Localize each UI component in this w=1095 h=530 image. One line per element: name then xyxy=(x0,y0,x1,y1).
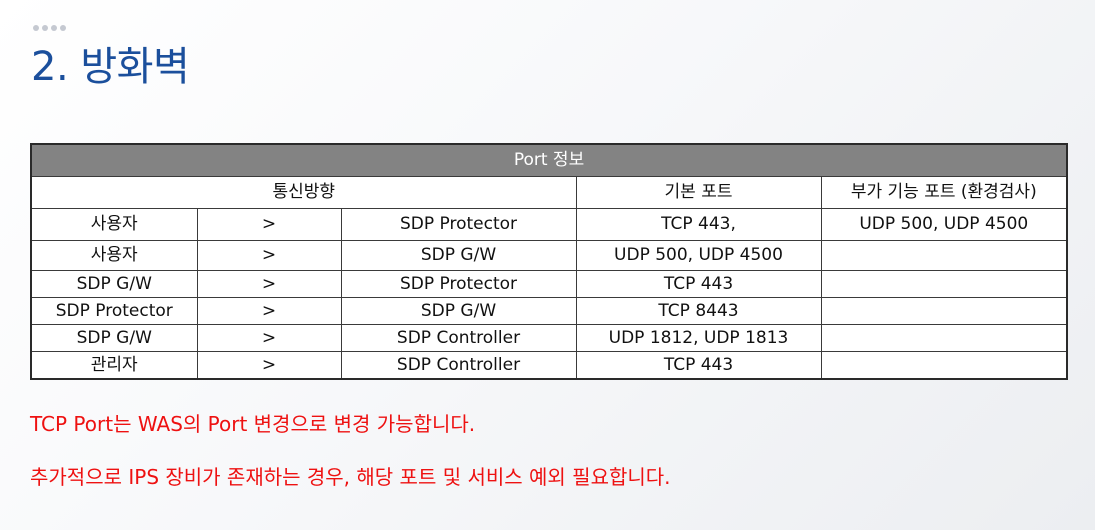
cell-base-port: TCP 443 xyxy=(575,270,822,298)
cell-extra-port: UDP 500, UDP 4500 xyxy=(820,208,1068,241)
dot xyxy=(33,25,39,31)
table-caption: Port 정보 xyxy=(30,143,1068,177)
cell-destination: SDP G/W xyxy=(340,240,577,271)
table-row: SDP G/W > SDP Protector TCP 443 xyxy=(30,270,1068,298)
cell-arrow: > xyxy=(196,208,342,241)
cell-destination: SDP Protector xyxy=(340,208,577,241)
cell-extra-port xyxy=(820,240,1068,271)
decorative-dots xyxy=(33,25,66,31)
slide-title: 2. 방화벽 xyxy=(31,44,190,90)
cell-base-port: TCP 443 xyxy=(575,351,822,380)
header-direction: 통신방향 xyxy=(30,176,577,209)
cell-extra-port xyxy=(820,270,1068,298)
cell-source: SDP Protector xyxy=(30,297,198,325)
cell-destination: SDP Controller xyxy=(340,351,577,380)
cell-arrow: > xyxy=(196,324,342,352)
cell-base-port: UDP 1812, UDP 1813 xyxy=(575,324,822,352)
dot xyxy=(60,25,66,31)
table-row: 사용자 > SDP G/W UDP 500, UDP 4500 xyxy=(30,240,1068,271)
cell-destination: SDP G/W xyxy=(340,297,577,325)
cell-arrow: > xyxy=(196,351,342,380)
table-row: SDP Protector > SDP G/W TCP 8443 xyxy=(30,297,1068,325)
note-ips-exception: 추가적으로 IPS 장비가 존재하는 경우, 해당 포트 및 서비스 예외 필요… xyxy=(30,465,671,489)
cell-base-port: UDP 500, UDP 4500 xyxy=(575,240,822,271)
cell-extra-port xyxy=(820,351,1068,380)
header-base-port: 기본 포트 xyxy=(575,176,822,209)
cell-source: 관리자 xyxy=(30,351,198,380)
cell-destination: SDP Protector xyxy=(340,270,577,298)
header-extra-port: 부가 기능 포트 (환경검사) xyxy=(820,176,1068,209)
table-row: 사용자 > SDP Protector TCP 443, UDP 500, UD… xyxy=(30,208,1068,241)
table-row: SDP G/W > SDP Controller UDP 1812, UDP 1… xyxy=(30,324,1068,352)
cell-base-port: TCP 443, xyxy=(575,208,822,241)
cell-destination: SDP Controller xyxy=(340,324,577,352)
cell-arrow: > xyxy=(196,297,342,325)
cell-extra-port xyxy=(820,297,1068,325)
note-was-port: TCP Port는 WAS의 Port 변경으로 변경 가능합니다. xyxy=(30,412,476,436)
cell-base-port: TCP 8443 xyxy=(575,297,822,325)
table-caption-row: Port 정보 xyxy=(30,143,1068,177)
cell-extra-port xyxy=(820,324,1068,352)
cell-source: SDP G/W xyxy=(30,324,198,352)
cell-source: SDP G/W xyxy=(30,270,198,298)
port-info-table: Port 정보 통신방향 기본 포트 부가 기능 포트 (환경검사) 사용자 >… xyxy=(30,143,1069,380)
cell-arrow: > xyxy=(196,240,342,271)
dot xyxy=(42,25,48,31)
dot xyxy=(51,25,57,31)
table-header-row: 통신방향 기본 포트 부가 기능 포트 (환경검사) xyxy=(30,176,1068,209)
cell-source: 사용자 xyxy=(30,240,198,271)
table-row: 관리자 > SDP Controller TCP 443 xyxy=(30,351,1068,380)
cell-arrow: > xyxy=(196,270,342,298)
cell-source: 사용자 xyxy=(30,208,198,241)
